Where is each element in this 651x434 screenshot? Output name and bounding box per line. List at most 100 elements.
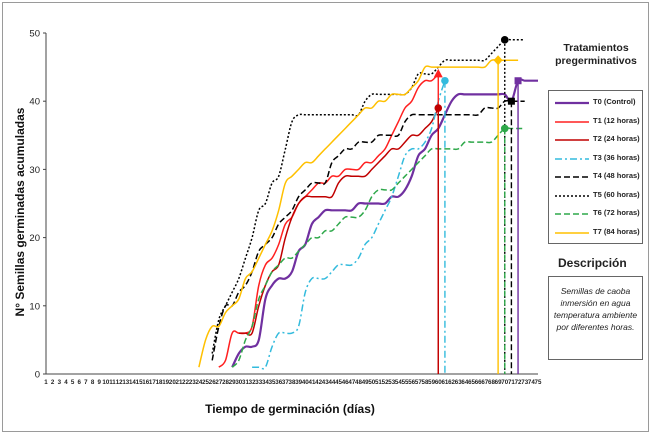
x-tick-label: 71: [508, 379, 515, 386]
end-marker-3: [441, 76, 449, 85]
y-axis-label: N° Semillas germinadas acumuladas: [13, 107, 27, 316]
x-tick-label: 67: [481, 379, 488, 386]
x-tick-label: 44: [328, 379, 335, 386]
y-tick-label: 50: [29, 29, 40, 40]
x-tick-label: 50: [368, 379, 375, 386]
end-marker-1: [433, 68, 443, 78]
x-tick-label: 15: [136, 379, 143, 386]
series-line-0: [231, 78, 538, 368]
legend-item: T2 (24 horas): [549, 131, 642, 149]
x-tick-label: 34: [262, 379, 269, 386]
x-axis-label: Tiempo de germinación (días): [205, 402, 375, 416]
y-tick-label: 20: [29, 233, 40, 244]
x-tick-label: 73: [521, 379, 528, 386]
x-tick-label: 59: [428, 379, 435, 386]
y-tick-label: 40: [29, 97, 40, 108]
x-tick-label: 52: [382, 379, 389, 386]
x-tick-label: 14: [129, 379, 136, 386]
x-tick-label: 40: [302, 379, 309, 386]
x-tick-label: 3: [58, 379, 62, 386]
x-tick-label: 58: [422, 379, 429, 386]
x-tick-label: 32: [249, 379, 256, 386]
legend-label: T3 (36 horas): [593, 152, 640, 162]
x-tick-label: 72: [515, 379, 522, 386]
end-marker-5: [500, 36, 509, 44]
end-marker-4: [507, 97, 515, 105]
x-tick-label: 10: [102, 379, 109, 386]
legend-item: T7 (84 horas): [549, 224, 642, 242]
series-line-7: [198, 59, 519, 368]
x-tick-label: 8: [91, 379, 95, 386]
series-line-6: [231, 127, 525, 368]
x-tick-label: 74: [528, 379, 535, 386]
x-tick-label: 25: [202, 379, 209, 386]
x-tick-label: 20: [169, 379, 176, 386]
description-box: Semillas de caoba inmersión en agua temp…: [548, 276, 643, 360]
x-tick-label: 18: [156, 379, 163, 386]
x-tick-label: 42: [315, 379, 322, 386]
x-tick-label: 49: [362, 379, 369, 386]
x-tick-label: 31: [242, 379, 249, 386]
x-tick-label: 54: [395, 379, 402, 386]
legend-item: T4 (48 horas): [549, 168, 642, 186]
x-tick-label: 45: [335, 379, 342, 386]
x-tick-label: 5: [71, 379, 75, 386]
x-tick-label: 11: [109, 379, 116, 386]
series-line-1: [218, 73, 439, 368]
x-tick-label: 28: [222, 379, 229, 386]
x-tick-label: 1: [44, 379, 48, 386]
x-tick-label: 26: [209, 379, 216, 386]
series-line-5: [211, 38, 525, 354]
x-tick-label: 46: [342, 379, 349, 386]
x-tick-label: 29: [229, 379, 236, 386]
x-tick-label: 27: [215, 379, 222, 386]
legend-swatch: [555, 101, 589, 105]
x-tick-label: 55: [402, 379, 409, 386]
x-tick-label: 61: [441, 379, 448, 386]
legend-swatch: [555, 213, 589, 215]
x-tick-label: 22: [182, 379, 189, 386]
legend: T0 (Control) T1 (12 horas) T2 (24 horas) T3…: [548, 90, 643, 244]
x-tick-label: 66: [475, 379, 482, 386]
x-tick-label: 75: [535, 379, 542, 386]
description-title: Descripción: [558, 256, 627, 270]
legend-item: T6 (72 horas): [549, 205, 642, 223]
x-tick-label: 53: [388, 379, 395, 386]
legend-swatch: [555, 139, 589, 141]
x-tick-label: 64: [461, 379, 468, 386]
legend-swatch: [555, 176, 589, 178]
y-tick-label: 30: [29, 165, 40, 176]
x-tick-label: 39: [295, 379, 302, 386]
legend-swatch: [555, 120, 589, 123]
x-tick-label: 48: [355, 379, 362, 386]
x-tick-label: 41: [309, 379, 316, 386]
x-tick-label: 6: [78, 379, 82, 386]
legend-item: T1 (12 horas): [549, 113, 642, 131]
x-tick-label: 19: [162, 379, 169, 386]
x-tick-label: 7: [84, 379, 88, 386]
x-tick-label: 38: [289, 379, 296, 386]
x-tick-label: 57: [415, 379, 422, 386]
x-tick-label: 51: [375, 379, 382, 386]
legend-label: T4 (48 horas): [593, 171, 640, 180]
x-tick-label: 21: [176, 379, 183, 386]
x-tick-label: 30: [235, 379, 242, 386]
end-marker-0: [514, 77, 522, 85]
legend-label: T2 (24 horas): [593, 134, 640, 143]
x-tick-label: 4: [64, 379, 68, 386]
legend-swatch: [555, 231, 589, 234]
x-tick-label: 33: [255, 379, 262, 386]
legend-label: T6 (72 horas): [593, 208, 640, 217]
legend-item: T5 (60 horas): [549, 187, 642, 205]
x-tick-label: 23: [189, 379, 196, 386]
end-marker-7: [493, 55, 503, 66]
x-tick-label: 24: [195, 379, 202, 386]
end-marker-2: [434, 104, 443, 112]
x-tick-label: 47: [348, 379, 355, 386]
legend-swatch: [555, 157, 589, 160]
x-tick-label: 68: [488, 379, 495, 386]
x-tick-label: 12: [116, 379, 123, 386]
x-tick-label: 13: [122, 379, 129, 386]
x-tick-label: 69: [495, 379, 502, 386]
